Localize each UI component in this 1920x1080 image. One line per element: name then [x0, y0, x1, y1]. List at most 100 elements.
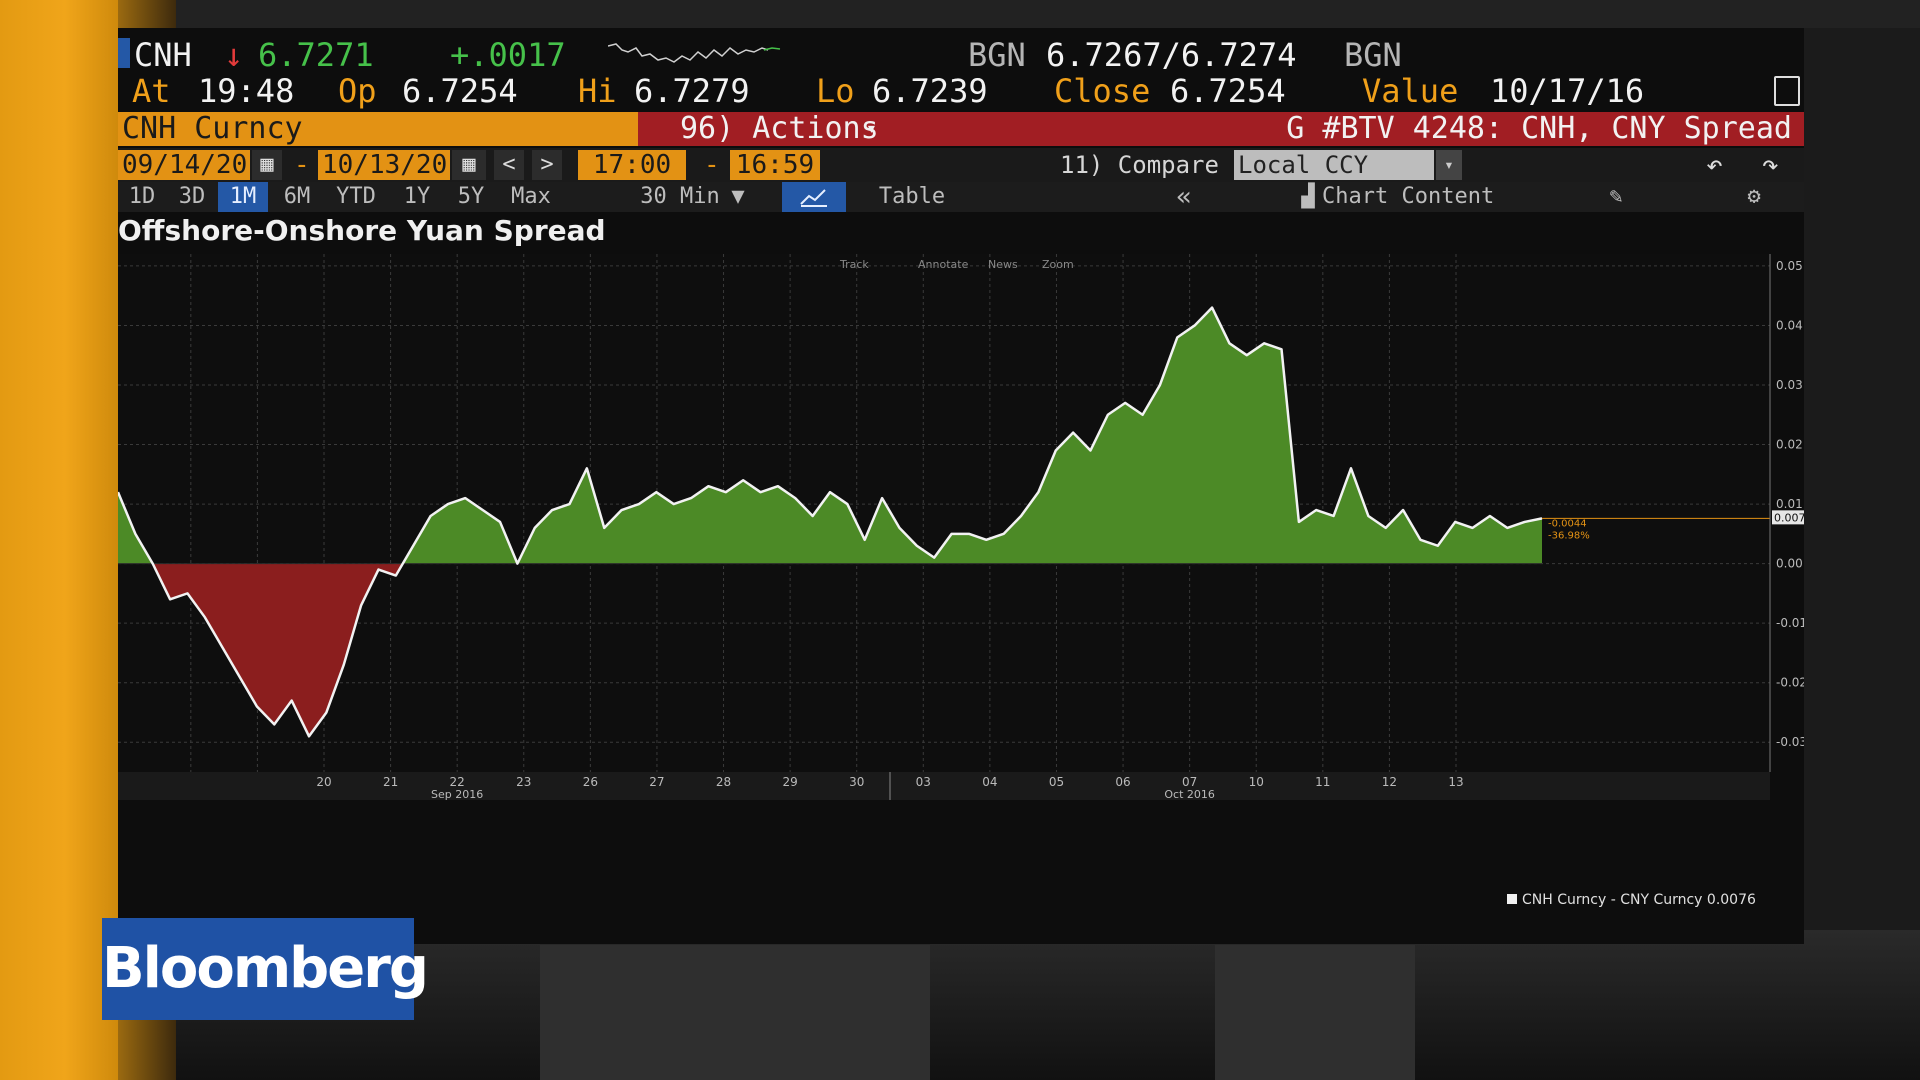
x-tick-label: 03: [916, 775, 931, 789]
spread-line: [118, 306, 1543, 738]
y-tick-label: 0.00: [1776, 557, 1803, 571]
tab-6m[interactable]: 6M: [283, 184, 311, 209]
settings-gear-icon[interactable]: ⚙: [1747, 184, 1761, 209]
studio-background-top: [176, 0, 1920, 28]
studio-panel: [1215, 945, 1415, 1080]
x-tick-label: 12: [1382, 775, 1397, 789]
chart-content-button[interactable]: Chart Content: [1322, 184, 1495, 209]
legend: CNH Curncy - CNY Curncy 0.0076: [1507, 892, 1756, 908]
export-icon[interactable]: [1774, 76, 1800, 106]
y-tick-label: 0.05: [1776, 259, 1803, 273]
high-value: 6.7279: [634, 72, 750, 110]
previous-period-button[interactable]: <: [494, 150, 524, 180]
tab-5y[interactable]: 5Y: [457, 184, 485, 209]
period-tabs: 1D 3D 1M 6M YTD 1Y 5Y Max 30 Min ▼ Table…: [118, 182, 1804, 212]
time-separator: -: [704, 150, 720, 180]
area-layer: [118, 306, 1770, 738]
interval-select[interactable]: 30 Min: [640, 184, 720, 209]
y-tick-label: -0.01: [1776, 616, 1804, 630]
start-time-field[interactable]: 17:00: [578, 150, 686, 180]
plot-area: [118, 254, 1770, 772]
security-name: CNH Curncy: [122, 111, 303, 146]
table-view-button[interactable]: Table: [878, 184, 946, 209]
next-period-button[interactable]: >: [532, 150, 562, 180]
ticker-marker: [118, 38, 130, 68]
x-tick-label: 06: [1115, 775, 1130, 789]
x-tick-label: 27: [649, 775, 664, 789]
spread-chart[interactable]: 0.05 0.04 0.03 0.02 0.01 0.00 -0.01 -0.02 -0.03 2…: [118, 28, 1804, 944]
zoom-tool[interactable]: Zoom: [1042, 258, 1074, 271]
y-tick-label: -0.03: [1776, 735, 1804, 749]
y-tick-label: 0.04: [1776, 318, 1803, 332]
end-time-field[interactable]: 16:59: [730, 150, 820, 180]
calendar-icon[interactable]: ▦: [452, 150, 486, 180]
calendar-icon[interactable]: ▦: [252, 150, 282, 180]
x-tick-label: 29: [782, 775, 797, 789]
at-time: 19:48: [198, 72, 295, 110]
currency-select[interactable]: Local CCY: [1234, 150, 1434, 180]
compare-button[interactable]: 11) Compare: [1060, 151, 1219, 179]
net-change: +.0017: [450, 36, 566, 74]
actions-dropdown-icon[interactable]: ▾: [866, 118, 877, 139]
open-label: Op: [338, 72, 377, 110]
chart-content-icon[interactable]: ▟: [1301, 184, 1315, 209]
chart-title: Offshore-Onshore Yuan Spread: [118, 214, 606, 247]
line-chart-icon[interactable]: [782, 182, 846, 212]
x-tick-label: 28: [716, 775, 731, 789]
value-date: 10/17/16: [1490, 72, 1645, 110]
last-pct-label: -36.98%: [1548, 530, 1590, 541]
high-label: Hi: [578, 72, 617, 110]
at-label: At: [132, 72, 171, 110]
function-title: G #BTV 4248: CNH, CNY Spread: [1286, 111, 1792, 146]
date-separator: -: [294, 150, 310, 180]
negative-area: [152, 563, 403, 737]
bloomberg-logo: Bloomberg: [102, 918, 429, 1020]
x-tick-label: 22: [450, 775, 465, 789]
low-value: 6.7239: [872, 72, 988, 110]
currency-dropdown-icon[interactable]: ▾: [1436, 150, 1462, 180]
x-tick-label: 05: [1049, 775, 1064, 789]
x-tick-label: 13: [1448, 775, 1463, 789]
x-tick-label: 30: [849, 775, 864, 789]
redo-icon[interactable]: ↷: [1762, 148, 1779, 181]
x-tick-label: 07: [1182, 775, 1197, 789]
track-tool[interactable]: Track: [839, 258, 869, 271]
chart-toolbar: Track Annotate News Zoom: [839, 258, 1074, 271]
ticker-symbol: CNH: [134, 36, 192, 74]
x-axis-strip: [118, 772, 1770, 800]
edit-icon[interactable]: ✎: [1609, 184, 1623, 209]
last-change-label: -0.0044: [1548, 518, 1587, 529]
y-tick-label: 0.02: [1776, 438, 1803, 452]
annotate-tool[interactable]: Annotate: [918, 258, 969, 271]
last-value-label: 0.007: [1774, 511, 1804, 524]
x-month-label: Oct 2016: [1164, 788, 1215, 801]
last-value-box: [1772, 510, 1804, 525]
x-tick-label: 23: [516, 775, 531, 789]
close-label: Close: [1054, 72, 1151, 110]
y-tick-label: 0.01: [1776, 497, 1803, 511]
news-tool[interactable]: News: [988, 258, 1018, 271]
studio-background-bottom: [176, 930, 1920, 1080]
legend-swatch: [1507, 894, 1517, 904]
tab-1d[interactable]: 1D: [128, 184, 156, 209]
tab-1m[interactable]: 1M: [218, 182, 268, 212]
interval-dropdown-icon[interactable]: ▼: [731, 184, 745, 209]
collapse-icon[interactable]: «: [1176, 182, 1192, 212]
studio-background-left: [0, 0, 118, 1080]
security-bar[interactable]: CNH Curncy: [118, 112, 638, 146]
tab-max[interactable]: Max: [511, 184, 551, 209]
undo-icon[interactable]: ↶: [1706, 148, 1723, 181]
actions-menu[interactable]: 96) Actions: [680, 111, 879, 146]
tab-ytd[interactable]: YTD: [336, 184, 376, 209]
axis-layer: 0.05 0.04 0.03 0.02 0.01 0.00 -0.01 -0.02 -0.03 2…: [118, 254, 1804, 801]
tab-1y[interactable]: 1Y: [403, 184, 431, 209]
tab-3d[interactable]: 3D: [178, 184, 206, 209]
bid-ask: 6.7267/6.7274: [1046, 36, 1297, 74]
bgn-source-label-2: BGN: [1344, 36, 1402, 74]
bloomberg-terminal-screen: CNH ↓ 6.7271 +.0017 BGN 6.7267/6.7274 BG…: [118, 28, 1804, 944]
y-tick-label: 0.03: [1776, 378, 1803, 392]
studio-background-right: [1803, 28, 1920, 930]
x-tick-label: 11: [1315, 775, 1330, 789]
value-label: Value: [1362, 72, 1459, 110]
x-month-label: Sep 2016: [431, 788, 483, 801]
